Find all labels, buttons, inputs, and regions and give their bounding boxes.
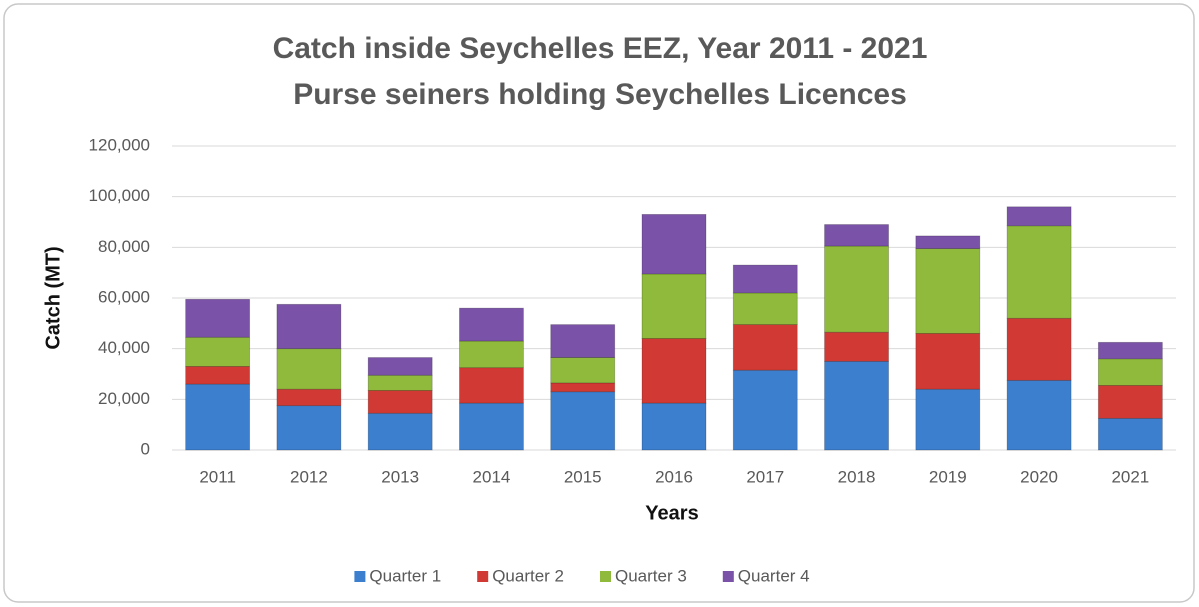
chart-frame <box>3 3 1195 603</box>
bar-segment <box>185 298 251 338</box>
legend-swatch <box>477 571 489 582</box>
legend-label: Quarter 4 <box>738 566 810 585</box>
legend-label: Quarter 2 <box>492 566 564 585</box>
bar-segment <box>1006 206 1072 227</box>
bar-segment <box>824 360 889 451</box>
bar-segment <box>550 391 616 451</box>
x-tick-label: 2015 <box>564 467 602 486</box>
y-tick-label: 80,000 <box>98 237 150 256</box>
x-tick-label: 2018 <box>838 467 876 486</box>
bar-segment <box>824 331 889 362</box>
chart-subtitle: Purse seiners holding Seychelles Licence… <box>293 78 907 111</box>
y-tick-label: 0 <box>141 439 150 458</box>
bar-segment <box>276 405 342 451</box>
x-tick-label: 2016 <box>655 467 693 486</box>
x-tick-label: 2020 <box>1020 467 1058 486</box>
bar-segment <box>1097 341 1163 360</box>
bar-segment <box>276 348 342 390</box>
bar-segment <box>732 264 798 294</box>
x-axis-title: Years <box>645 502 698 524</box>
bar-segment <box>185 383 251 451</box>
bar-segment <box>459 307 524 342</box>
bar-segment <box>824 245 889 333</box>
bar-segment <box>367 412 433 451</box>
bar-segment <box>915 388 981 451</box>
bar-segment <box>459 367 524 404</box>
legend-swatch <box>722 571 734 582</box>
bar-segment <box>276 388 342 407</box>
bar-segment <box>550 382 616 393</box>
bar-segment <box>550 324 616 358</box>
bar-segment <box>824 224 889 247</box>
bar-segment <box>641 402 707 451</box>
bar-segment <box>550 357 616 384</box>
bar-segment <box>732 292 798 325</box>
y-tick-label: 120,000 <box>89 135 150 154</box>
bar-segment <box>185 365 251 385</box>
bar-segment <box>185 336 251 367</box>
x-tick-label: 2019 <box>929 467 967 486</box>
chart-title: Catch inside Seychelles EEZ, Year 2011 -… <box>273 32 928 65</box>
legend-swatch <box>354 571 366 582</box>
y-tick-label: 60,000 <box>98 287 150 306</box>
bar-segment <box>641 338 707 404</box>
x-tick-label: 2013 <box>381 467 419 486</box>
bar-segment <box>1006 317 1072 381</box>
bar-segment <box>1097 417 1163 451</box>
bar-segment <box>459 340 524 369</box>
bar-segment <box>915 333 981 390</box>
bar-segment <box>1006 379 1072 451</box>
bar-segment <box>1097 358 1163 386</box>
legend-swatch <box>600 571 611 582</box>
x-tick-label: 2012 <box>290 467 328 486</box>
y-tick-label: 20,000 <box>98 389 150 408</box>
bar-segment <box>915 235 981 250</box>
x-tick-label: 2021 <box>1111 467 1149 486</box>
bar-segment <box>1006 225 1072 319</box>
bar-segment <box>641 213 707 275</box>
legend-label: Quarter 3 <box>615 566 687 585</box>
bar-segment <box>367 390 433 414</box>
bar-segment <box>367 374 433 391</box>
bar-segment <box>1097 384 1163 419</box>
y-tick-label: 40,000 <box>98 338 150 357</box>
x-tick-label: 2014 <box>473 467 511 486</box>
x-tick-label: 2017 <box>746 467 784 486</box>
bar-segment <box>276 303 342 350</box>
bar-segment <box>915 248 981 334</box>
legend-label: Quarter 1 <box>369 566 441 585</box>
bar-segment <box>732 369 798 451</box>
bar-segment <box>459 402 524 451</box>
bar-segment <box>367 357 433 376</box>
y-axis-title: Catch (MT) <box>42 246 64 349</box>
x-tick-label: 2011 <box>199 467 236 486</box>
bar-segment <box>641 273 707 339</box>
bar-segment <box>732 324 798 371</box>
y-tick-label: 100,000 <box>89 186 150 205</box>
